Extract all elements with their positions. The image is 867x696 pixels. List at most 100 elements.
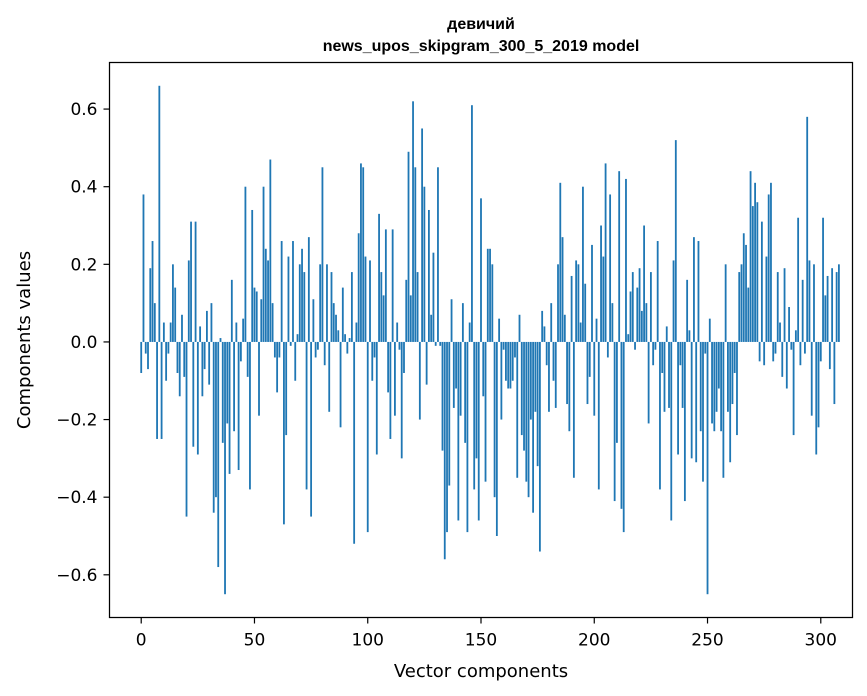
bar bbox=[380, 272, 383, 342]
bar bbox=[577, 264, 580, 342]
bar bbox=[337, 330, 340, 342]
bar bbox=[538, 341, 541, 552]
bar bbox=[717, 341, 720, 389]
bar bbox=[611, 303, 614, 342]
bar bbox=[591, 244, 593, 342]
bar bbox=[822, 217, 824, 342]
bar bbox=[468, 322, 471, 342]
bar bbox=[237, 341, 240, 471]
bar bbox=[520, 341, 523, 436]
bar bbox=[321, 167, 324, 342]
bar bbox=[643, 225, 645, 342]
bar bbox=[450, 299, 453, 342]
bar bbox=[785, 341, 788, 389]
bar bbox=[144, 341, 147, 354]
bar bbox=[525, 341, 528, 482]
bar bbox=[246, 341, 249, 377]
bar bbox=[457, 341, 460, 521]
bar bbox=[570, 275, 573, 342]
bar bbox=[695, 341, 698, 463]
bar bbox=[736, 341, 738, 436]
bar bbox=[824, 295, 827, 342]
bar bbox=[319, 264, 322, 342]
bar bbox=[543, 326, 546, 342]
bar bbox=[649, 272, 652, 342]
bar bbox=[720, 341, 723, 432]
bar bbox=[584, 283, 587, 342]
bar bbox=[403, 341, 405, 373]
bar bbox=[305, 341, 308, 490]
bar bbox=[738, 272, 741, 342]
bar bbox=[269, 159, 272, 342]
bar bbox=[679, 341, 682, 366]
bar bbox=[364, 256, 367, 342]
bar bbox=[595, 318, 598, 342]
bars-group bbox=[140, 85, 840, 595]
bar bbox=[767, 194, 770, 342]
bar bbox=[421, 128, 424, 342]
bar bbox=[201, 341, 204, 397]
bar bbox=[797, 217, 800, 342]
bar bbox=[541, 310, 544, 342]
bar bbox=[301, 248, 303, 342]
bar bbox=[688, 330, 691, 342]
x-tick-label: 200 bbox=[578, 631, 610, 651]
bar bbox=[758, 341, 761, 362]
bar bbox=[153, 303, 156, 342]
bar bbox=[783, 268, 786, 342]
bar bbox=[253, 287, 256, 342]
bar bbox=[165, 341, 168, 381]
bar bbox=[307, 237, 310, 342]
x-tick-label: 150 bbox=[465, 631, 497, 651]
bar bbox=[776, 272, 779, 342]
bar bbox=[341, 287, 344, 342]
bar bbox=[833, 341, 836, 405]
x-tick-label: 100 bbox=[352, 631, 384, 651]
bar bbox=[708, 318, 711, 342]
bar bbox=[473, 341, 476, 490]
bar bbox=[432, 252, 435, 342]
bar bbox=[178, 341, 181, 397]
x-tick-label: 50 bbox=[244, 631, 266, 651]
bar bbox=[659, 341, 661, 490]
bar bbox=[727, 341, 729, 412]
bar bbox=[303, 272, 306, 342]
bar bbox=[206, 310, 208, 342]
bar bbox=[400, 341, 403, 459]
bar bbox=[194, 221, 197, 342]
bar bbox=[763, 341, 766, 366]
bar bbox=[298, 264, 301, 342]
bar bbox=[661, 341, 664, 373]
bar bbox=[160, 341, 163, 439]
bar bbox=[158, 85, 161, 342]
bar bbox=[242, 318, 245, 342]
bar bbox=[477, 341, 480, 521]
bar bbox=[287, 256, 290, 342]
bar bbox=[760, 221, 763, 342]
y-tick-label: −0.6 bbox=[56, 566, 97, 586]
bar bbox=[686, 279, 689, 342]
bar bbox=[652, 341, 655, 366]
bar bbox=[199, 326, 202, 342]
bar bbox=[310, 341, 313, 517]
bar bbox=[819, 341, 822, 362]
bar bbox=[534, 341, 537, 412]
bar bbox=[258, 341, 260, 416]
y-tick-label: −0.4 bbox=[56, 488, 97, 508]
bar bbox=[362, 167, 365, 342]
bar bbox=[550, 303, 553, 342]
bar bbox=[677, 341, 679, 455]
bar bbox=[552, 341, 555, 381]
bar bbox=[423, 186, 426, 342]
bar bbox=[190, 221, 192, 342]
bar bbox=[260, 299, 263, 342]
bar bbox=[582, 186, 584, 342]
bar bbox=[491, 264, 494, 342]
bar bbox=[174, 287, 177, 342]
bar bbox=[747, 287, 750, 342]
bar bbox=[561, 237, 564, 342]
bar bbox=[210, 303, 213, 342]
bar bbox=[702, 341, 704, 482]
bar bbox=[323, 341, 326, 366]
bar bbox=[353, 341, 356, 544]
